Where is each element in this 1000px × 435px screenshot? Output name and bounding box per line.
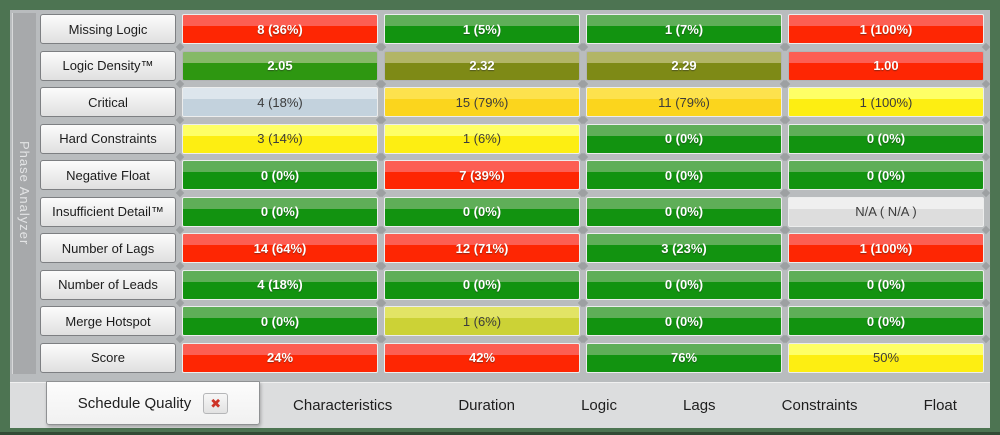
metric-cell[interactable]: 12 (71%) — [384, 233, 580, 264]
metric-cell[interactable]: 1 (6%) — [384, 306, 580, 337]
row-label[interactable]: Score — [40, 342, 176, 373]
tab-lags[interactable]: Lags — [683, 397, 716, 414]
tab-float[interactable]: Float — [923, 397, 957, 414]
metric-grid: Missing Logic 8 (36%) 1 (5%) 1 (7%) 1 (100%… — [39, 13, 985, 374]
metric-cell[interactable]: 8 (36%) — [182, 14, 378, 44]
row-label[interactable]: Merge Hotspot — [40, 306, 176, 337]
metric-cell[interactable]: 7 (39%) — [384, 160, 580, 191]
table-row: Number of Lags 14 (64%) 12 (71%) 3 (23%) 1 … — [40, 233, 984, 264]
metric-cell[interactable]: 2.05 — [182, 50, 378, 81]
metric-cell[interactable]: 1 (100%) — [788, 233, 984, 264]
metric-cell[interactable]: 0 (0%) — [586, 306, 782, 337]
metric-cell[interactable]: N/A ( N/A ) — [788, 196, 984, 227]
metric-cell[interactable]: 0 (0%) — [182, 160, 378, 191]
table-row: Logic Density™ 2.05 2.32 2.29 1.00 — [40, 50, 984, 81]
metric-cell[interactable]: 11 (79%) — [586, 87, 782, 118]
metric-cell[interactable]: 0 (0%) — [586, 269, 782, 300]
metric-cell[interactable]: 1 (6%) — [384, 123, 580, 154]
metric-cell[interactable]: 0 (0%) — [384, 269, 580, 300]
row-label[interactable]: Insufficient Detail™ — [40, 196, 176, 227]
metric-cell[interactable]: 1.00 — [788, 50, 984, 81]
row-label[interactable]: Logic Density™ — [40, 50, 176, 81]
metric-cell[interactable]: 0 (0%) — [182, 306, 378, 337]
metric-cell[interactable]: 4 (18%) — [182, 87, 378, 118]
tab-constraints[interactable]: Constraints — [781, 397, 858, 414]
metric-cell[interactable]: 4 (18%) — [182, 269, 378, 300]
table-row: Number of Leads 4 (18%) 0 (0%) 0 (0%) 0 (0%… — [40, 269, 984, 300]
metric-cell[interactable]: 1 (5%) — [384, 14, 580, 44]
metric-cell[interactable]: 0 (0%) — [788, 123, 984, 154]
row-label[interactable]: Critical — [40, 87, 176, 118]
metric-cell[interactable]: 1 (100%) — [788, 87, 984, 118]
table-row: Hard Constraints 3 (14%) 1 (6%) 0 (0%) 0 (0… — [40, 123, 984, 154]
table-row: Score 24% 42% 76% 50% — [40, 342, 984, 373]
metrics-table: Phase Analyzer Missing Logic 8 (36%) 1 (5… — [10, 10, 990, 382]
row-label[interactable]: Number of Lags — [40, 233, 176, 264]
metric-cell[interactable]: 0 (0%) — [384, 196, 580, 227]
tab-schedule-quality[interactable]: Schedule Quality ✖ — [46, 381, 260, 425]
row-label[interactable]: Missing Logic — [40, 14, 176, 44]
phase-analyzer-label: Phase Analyzer — [17, 141, 32, 246]
tab-duration[interactable]: Duration — [458, 397, 516, 414]
bottom-tab-bar: Schedule Quality ✖ Characteristics Durati… — [10, 381, 990, 428]
metric-cell[interactable]: 3 (14%) — [182, 123, 378, 154]
metric-cell[interactable]: 2.32 — [384, 50, 580, 81]
table-row: Insufficient Detail™ 0 (0%) 0 (0%) 0 (0%) N… — [40, 196, 984, 227]
row-label[interactable]: Negative Float — [40, 160, 176, 191]
close-icon: ✖ — [210, 395, 222, 411]
tab-logic[interactable]: Logic — [581, 397, 617, 414]
metric-cell[interactable]: 0 (0%) — [788, 269, 984, 300]
metric-cell[interactable]: 0 (0%) — [586, 196, 782, 227]
close-tab-button[interactable]: ✖ — [203, 392, 229, 414]
metric-cell[interactable]: 24% — [182, 342, 378, 373]
metric-cell[interactable]: 0 (0%) — [788, 160, 984, 191]
metric-cell[interactable]: 3 (23%) — [586, 233, 782, 264]
metric-cell[interactable]: 1 (7%) — [586, 14, 782, 44]
metric-cell[interactable]: 14 (64%) — [182, 233, 378, 264]
table-row: Merge Hotspot 0 (0%) 1 (6%) 0 (0%) 0 (0%) — [40, 306, 984, 337]
metric-cell[interactable]: 2.29 — [586, 50, 782, 81]
metric-cell[interactable]: 0 (0%) — [586, 160, 782, 191]
row-label[interactable]: Hard Constraints — [40, 123, 176, 154]
metric-cell[interactable]: 1 (100%) — [788, 14, 984, 44]
table-row: Critical 4 (18%) 15 (79%) 11 (79%) 1 (100%) — [40, 87, 984, 118]
phase-analyzer-strip: Phase Analyzer — [12, 13, 36, 374]
table-row: Missing Logic 8 (36%) 1 (5%) 1 (7%) 1 (100%… — [40, 14, 984, 44]
tab-items: Characteristics Duration Logic Lags Constrai… — [260, 383, 990, 428]
metric-cell[interactable]: 76% — [586, 342, 782, 373]
metric-cell[interactable]: 42% — [384, 342, 580, 373]
table-row: Negative Float 0 (0%) 7 (39%) 0 (0%) 0 (0%) — [40, 160, 984, 191]
row-label[interactable]: Number of Leads — [40, 269, 176, 300]
metric-cell[interactable]: 0 (0%) — [788, 306, 984, 337]
tab-characteristics[interactable]: Characteristics — [293, 397, 393, 414]
metric-cell[interactable]: 0 (0%) — [182, 196, 378, 227]
metric-cell[interactable]: 0 (0%) — [586, 123, 782, 154]
metric-cell[interactable]: 50% — [788, 342, 984, 373]
active-tab-label: Schedule Quality — [77, 394, 192, 412]
metric-cell[interactable]: 15 (79%) — [384, 87, 580, 118]
